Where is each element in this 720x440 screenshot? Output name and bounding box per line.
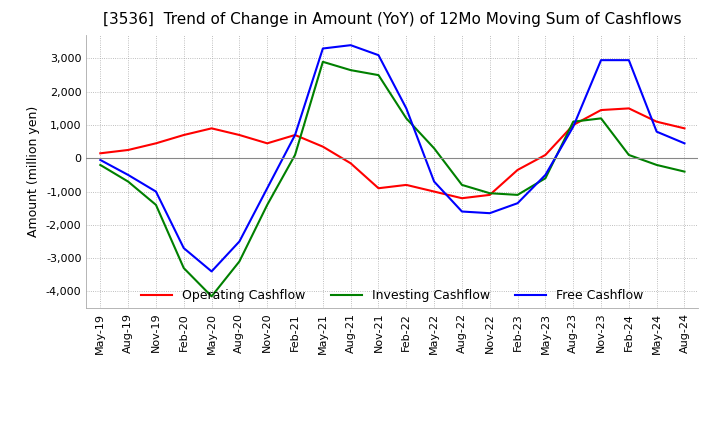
Investing Cashflow [152, 202, 161, 208]
Line: Free Cashflow: Free Cashflow [100, 45, 685, 271]
Operating Cashflow [680, 126, 689, 131]
Investing Cashflow [124, 179, 132, 184]
Operating Cashflow [402, 182, 410, 187]
Free Cashflow [179, 246, 188, 251]
Free Cashflow [374, 52, 383, 58]
Free Cashflow [96, 158, 104, 163]
Operating Cashflow [485, 192, 494, 198]
Operating Cashflow [235, 132, 243, 138]
Investing Cashflow [485, 191, 494, 196]
Operating Cashflow [624, 106, 633, 111]
Investing Cashflow [624, 152, 633, 158]
Investing Cashflow [235, 259, 243, 264]
Operating Cashflow [458, 195, 467, 201]
Investing Cashflow [458, 182, 467, 187]
Operating Cashflow [263, 141, 271, 146]
Investing Cashflow [680, 169, 689, 174]
Operating Cashflow [318, 144, 327, 149]
Free Cashflow [485, 211, 494, 216]
Investing Cashflow [430, 146, 438, 151]
Free Cashflow [318, 46, 327, 51]
Free Cashflow [597, 58, 606, 63]
Investing Cashflow [96, 162, 104, 168]
Operating Cashflow [374, 186, 383, 191]
Title: [3536]  Trend of Change in Amount (YoY) of 12Mo Moving Sum of Cashflows: [3536] Trend of Change in Amount (YoY) o… [103, 12, 682, 27]
Line: Investing Cashflow: Investing Cashflow [100, 62, 685, 297]
Investing Cashflow [652, 162, 661, 168]
Operating Cashflow [124, 147, 132, 153]
Free Cashflow [346, 43, 355, 48]
Operating Cashflow [179, 132, 188, 138]
Operating Cashflow [541, 152, 550, 158]
Investing Cashflow [402, 116, 410, 121]
Investing Cashflow [179, 265, 188, 271]
Investing Cashflow [513, 192, 522, 198]
Free Cashflow [207, 269, 216, 274]
Operating Cashflow [152, 141, 161, 146]
Investing Cashflow [569, 119, 577, 125]
Investing Cashflow [346, 67, 355, 73]
Operating Cashflow [346, 161, 355, 166]
Investing Cashflow [291, 152, 300, 158]
Free Cashflow [624, 58, 633, 63]
Operating Cashflow [96, 150, 104, 156]
Free Cashflow [124, 172, 132, 178]
Operating Cashflow [652, 119, 661, 125]
Free Cashflow [513, 201, 522, 206]
Investing Cashflow [318, 59, 327, 64]
Legend: Operating Cashflow, Investing Cashflow, Free Cashflow: Operating Cashflow, Investing Cashflow, … [136, 284, 649, 307]
Free Cashflow [430, 179, 438, 184]
Free Cashflow [402, 106, 410, 111]
Operating Cashflow [430, 189, 438, 194]
Investing Cashflow [374, 73, 383, 78]
Operating Cashflow [207, 126, 216, 131]
Free Cashflow [458, 209, 467, 214]
Investing Cashflow [263, 202, 271, 208]
Investing Cashflow [207, 294, 216, 299]
Free Cashflow [235, 239, 243, 244]
Free Cashflow [569, 124, 577, 129]
Free Cashflow [541, 172, 550, 178]
Free Cashflow [152, 189, 161, 194]
Line: Operating Cashflow: Operating Cashflow [100, 108, 685, 198]
Operating Cashflow [569, 122, 577, 128]
Operating Cashflow [513, 167, 522, 172]
Operating Cashflow [291, 132, 300, 138]
Y-axis label: Amount (million yen): Amount (million yen) [27, 106, 40, 237]
Investing Cashflow [597, 116, 606, 121]
Free Cashflow [680, 141, 689, 146]
Free Cashflow [652, 129, 661, 134]
Investing Cashflow [541, 176, 550, 181]
Operating Cashflow [597, 107, 606, 113]
Free Cashflow [291, 132, 300, 138]
Free Cashflow [263, 186, 271, 191]
